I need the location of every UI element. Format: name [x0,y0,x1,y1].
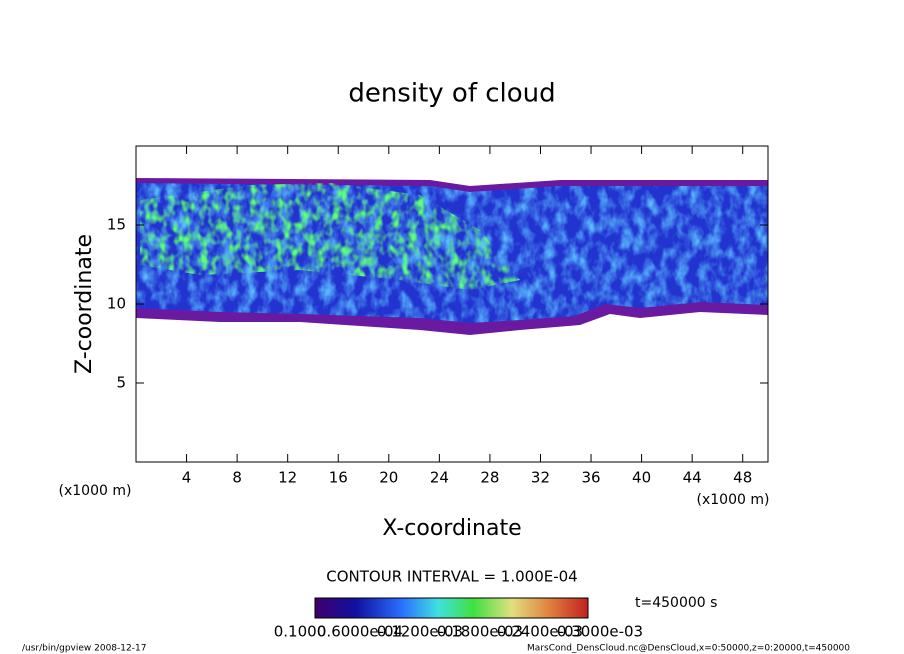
colorbar-label: 0.6000e-04 [317,623,403,641]
x-tick-label: 28 [480,469,499,487]
x-tick-label: 20 [379,469,398,487]
x-tick-label: 44 [683,469,702,487]
x-tick-label: 24 [430,469,449,487]
y-tick-label: 10 [107,295,126,313]
x-axis-label: X-coordinate [382,516,521,541]
x-tick-label: 36 [581,469,600,487]
x-tick-label: 40 [632,469,651,487]
x-tick-label: 8 [232,469,242,487]
contour-interval: CONTOUR INTERVAL = 1.000E-04 [326,568,577,586]
x-unit: (x1000 m) [697,492,770,508]
time-label: t=450000 s [635,595,717,611]
x-tick-label: 16 [329,469,348,487]
footer-right: MarsCond_DensCloud.nc@DensCloud,x=0:5000… [527,644,850,654]
x-tick-label: 48 [733,469,752,487]
colorbar-label: 0.3000e-03 [557,623,643,641]
footer-left: /usr/bin/gpview 2008-12-17 [22,644,146,654]
y-axis-label: Z-coordinate [72,234,97,374]
x-tick-label: 4 [182,469,192,487]
colorbar-label: 0.1200e-03 [377,623,463,641]
axes [135,145,769,463]
y-tick-label: 15 [107,216,126,234]
y-tick-label: 5 [116,374,126,392]
colorbar-label: 0.2400e-03 [497,623,583,641]
x-tick-label: 32 [531,469,550,487]
contour-field [136,178,768,335]
colorbar-label: 0.1000 [274,623,327,641]
colorbar-label: 0.1800e-03 [437,623,523,641]
y-unit: (x1000 m) [59,483,132,499]
chart-title: density of cloud [348,79,555,109]
x-tick-label: 12 [278,469,297,487]
colorbar [314,597,589,619]
